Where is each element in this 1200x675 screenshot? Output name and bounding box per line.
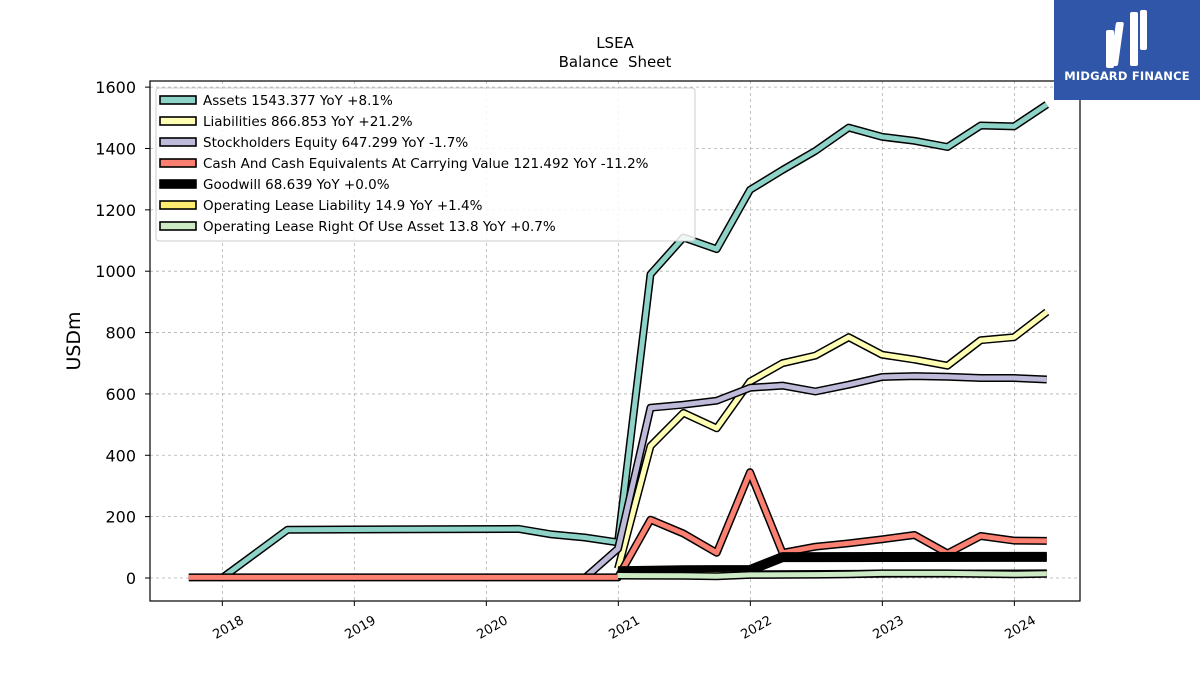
y-tick-label: 1600 bbox=[95, 78, 136, 97]
series-4 bbox=[617, 551, 1047, 577]
legend-item: Cash And Cash Equivalents At Carrying Va… bbox=[159, 156, 649, 172]
legend-label: Operating Lease Liability 14.9 YoY +1.4% bbox=[203, 198, 483, 214]
brand-logo: MIDGARD FINANCE bbox=[1054, 0, 1200, 100]
legend-swatch bbox=[159, 200, 197, 210]
y-tick-label: 200 bbox=[105, 508, 136, 527]
x-tick-label: 2022 bbox=[739, 613, 775, 643]
series-3 bbox=[188, 468, 1047, 582]
series-line bbox=[617, 553, 1047, 575]
y-tick-label: 800 bbox=[105, 324, 136, 343]
x-axis: 2018 2019 2020 2021 2022 2023 2024 bbox=[211, 601, 1039, 643]
legend-item: Assets 1543.377 YoY +8.1% bbox=[159, 93, 393, 109]
legend-box bbox=[155, 87, 696, 242]
legend-item: Operating Lease Liability 14.9 YoY +1.4% bbox=[159, 198, 483, 214]
y-tick-label: 0 bbox=[126, 569, 136, 588]
y-tick-label: 600 bbox=[105, 385, 136, 404]
y-tick-label: 400 bbox=[105, 446, 136, 465]
series-line bbox=[220, 102, 1049, 581]
legend-item: Liabilities 866.853 YoY +21.2% bbox=[159, 114, 413, 130]
y-axis: 0 200 400 600 800 1000 1200 1400 1600 bbox=[95, 78, 150, 588]
midgard-logo-icon bbox=[1106, 10, 1147, 68]
legend-label: Stockholders Equity 647.299 YoY -1.7% bbox=[203, 135, 468, 151]
series-line bbox=[617, 570, 1047, 579]
legend: Assets 1543.377 YoY +8.1% Liabilities 866… bbox=[155, 87, 696, 242]
series-6 bbox=[617, 569, 1047, 581]
legend-swatch bbox=[159, 116, 197, 126]
series-0 bbox=[219, 101, 1050, 582]
x-tick-label: 2021 bbox=[607, 613, 643, 643]
legend-swatch bbox=[159, 221, 197, 231]
y-axis-label: USDm bbox=[63, 311, 85, 370]
legend-label: Liabilities 866.853 YoY +21.2% bbox=[203, 114, 413, 130]
legend-swatch bbox=[159, 179, 197, 189]
series-1 bbox=[614, 308, 1050, 570]
legend-swatch bbox=[159, 137, 197, 147]
legend-item: Goodwill 68.639 YoY +0.0% bbox=[159, 177, 390, 193]
series-layer bbox=[188, 101, 1050, 582]
legend-swatch bbox=[159, 158, 197, 168]
legend-label: Assets 1543.377 YoY +8.1% bbox=[203, 93, 393, 109]
brand-name: MIDGARD FINANCE bbox=[1064, 69, 1190, 83]
x-tick-label: 2018 bbox=[211, 613, 247, 643]
x-tick-label: 2020 bbox=[475, 613, 511, 643]
y-tick-label: 1200 bbox=[95, 201, 136, 220]
x-tick-label: 2019 bbox=[343, 613, 379, 643]
legend-label: Cash And Cash Equivalents At Carrying Va… bbox=[203, 156, 649, 172]
legend-swatch bbox=[159, 95, 197, 105]
y-tick-label: 1400 bbox=[95, 139, 136, 158]
chart-title: LSEA bbox=[596, 34, 634, 52]
series-line bbox=[188, 469, 1047, 580]
series-2 bbox=[582, 372, 1047, 582]
x-tick-label: 2024 bbox=[1003, 613, 1039, 643]
legend-item: Stockholders Equity 647.299 YoY -1.7% bbox=[159, 135, 468, 151]
x-tick-label: 2023 bbox=[871, 613, 907, 643]
legend-item: Operating Lease Right Of Use Asset 13.8 … bbox=[159, 219, 556, 235]
chart-subtitle: Balance Sheet bbox=[559, 53, 672, 71]
legend-label: Operating Lease Right Of Use Asset 13.8 … bbox=[203, 219, 556, 235]
series-line bbox=[583, 373, 1047, 580]
y-tick-label: 1000 bbox=[95, 262, 136, 281]
series-line bbox=[615, 310, 1049, 570]
plot-frame bbox=[149, 80, 1081, 602]
legend-label: Goodwill 68.639 YoY +0.0% bbox=[203, 177, 390, 193]
